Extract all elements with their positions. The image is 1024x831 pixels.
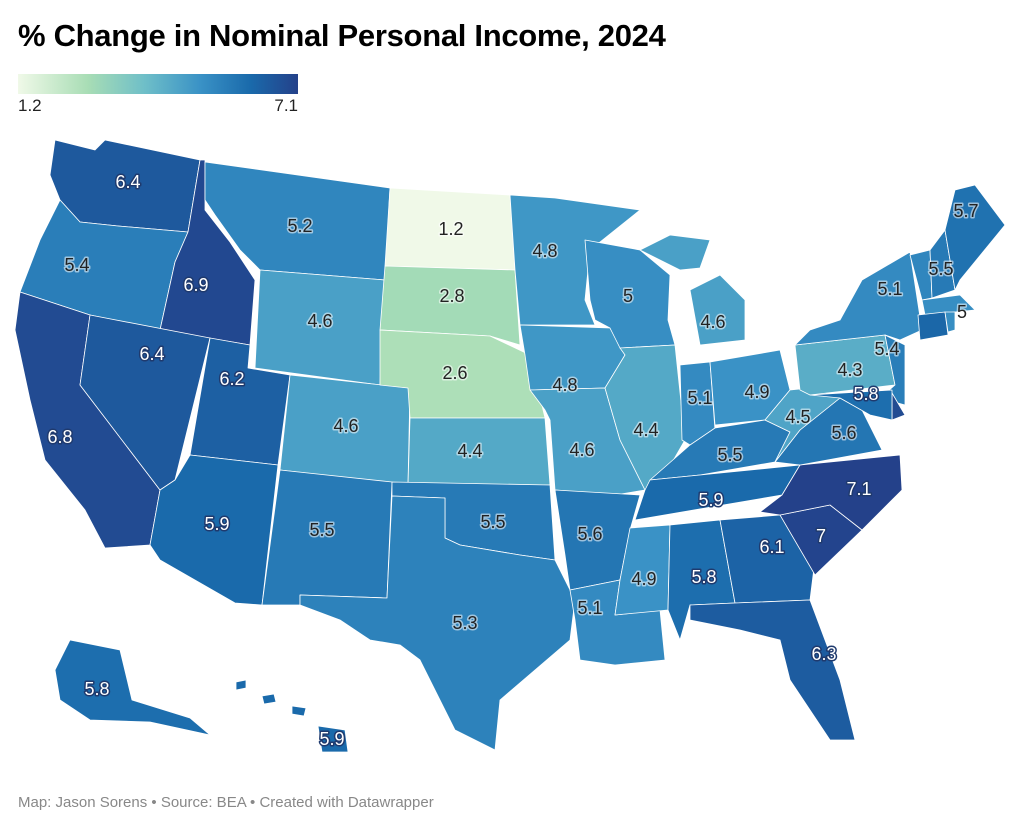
value-label-mt: 5.2 [287, 216, 312, 236]
value-label-la: 5.1 [577, 598, 602, 618]
value-label-ak: 5.8 [84, 679, 109, 699]
state-shape [719, 514, 816, 604]
legend-min-label: 1.2 [18, 96, 42, 115]
value-label-pa: 4.3 [837, 360, 862, 380]
value-label-fl: 6.3 [811, 644, 836, 664]
state-shape [261, 693, 277, 705]
legend-max-label: 7.1 [274, 96, 298, 115]
state-sd[interactable] [379, 265, 521, 346]
state-hi[interactable] [235, 679, 349, 753]
value-label-co: 4.6 [333, 416, 358, 436]
value-label-tn: 5.9 [698, 490, 723, 510]
value-label-ma: 5 [957, 302, 967, 322]
state-ny[interactable] [794, 251, 923, 346]
state-ct[interactable] [917, 311, 949, 341]
value-label-in: 5.1 [687, 388, 712, 408]
value-label-nd: 1.2 [438, 219, 463, 239]
value-label-ia: 4.8 [552, 375, 577, 395]
state-ri[interactable] [944, 311, 956, 333]
value-label-nh: 5.5 [928, 259, 953, 279]
value-label-va: 5.6 [831, 423, 856, 443]
state-me[interactable] [944, 184, 1006, 291]
us-state-map: 6.4 5.4 6.8 6.9 6.4 5.2 4.6 6.2 5.9 4.6 5.5 1.2 2.8 2… [14, 139, 1006, 753]
state-shape [809, 389, 893, 421]
value-label-ne: 2.6 [442, 363, 467, 383]
value-label-id: 6.9 [183, 275, 208, 295]
value-label-ca: 6.8 [47, 427, 72, 447]
color-legend: 1.2 7.1 [18, 74, 298, 116]
state-shape [299, 495, 576, 751]
value-label-ok: 5.5 [480, 512, 505, 532]
state-shape [291, 705, 307, 717]
value-label-ga: 6.1 [759, 537, 784, 557]
value-label-nj: 5.4 [874, 339, 899, 359]
state-mi[interactable] [639, 234, 746, 346]
state-shape [317, 725, 349, 753]
value-label-al: 5.8 [691, 567, 716, 587]
state-md[interactable] [809, 389, 893, 421]
state-wv[interactable] [764, 387, 841, 463]
map-title: % Change in Nominal Personal Income, 202… [18, 18, 666, 53]
state-shape [944, 311, 956, 333]
value-label-mn: 4.8 [532, 241, 557, 261]
value-label-oh: 4.9 [744, 382, 769, 402]
value-label-nm: 5.5 [309, 520, 334, 540]
state-shape [689, 599, 856, 741]
state-shape [379, 265, 521, 346]
state-ma[interactable] [921, 294, 976, 316]
value-label-il: 4.4 [633, 420, 658, 440]
value-label-wa: 6.4 [115, 172, 140, 192]
state-tx[interactable] [299, 495, 576, 751]
state-mn[interactable] [509, 194, 641, 326]
state-shape [639, 234, 711, 271]
value-label-wi: 5 [623, 286, 633, 306]
state-ak[interactable] [54, 639, 211, 736]
state-shape [235, 679, 247, 691]
value-label-ky: 5.5 [717, 445, 742, 465]
state-fl[interactable] [689, 599, 856, 741]
value-label-ks: 4.4 [457, 441, 482, 461]
value-label-nc: 7.1 [846, 479, 871, 499]
state-nc[interactable] [759, 454, 903, 531]
state-shape [917, 311, 949, 341]
state-shape [149, 454, 279, 606]
value-label-md: 5.8 [853, 384, 878, 404]
value-label-or: 5.4 [64, 255, 89, 275]
value-label-hi: 5.9 [319, 729, 344, 749]
legend-gradient-bar [18, 74, 298, 94]
value-label-ut: 6.2 [219, 369, 244, 389]
state-ga[interactable] [719, 514, 816, 604]
value-label-nv: 6.4 [139, 344, 164, 364]
value-label-me: 5.7 [953, 201, 978, 221]
state-az[interactable] [149, 454, 279, 606]
value-label-ny: 5.1 [877, 279, 902, 299]
value-label-az: 5.9 [204, 514, 229, 534]
state-shape [689, 274, 746, 346]
value-label-mo: 4.6 [569, 440, 594, 460]
value-label-wv: 4.5 [785, 407, 810, 427]
state-shape [764, 387, 841, 463]
value-label-sc: 7 [816, 526, 826, 546]
footer-credits: Map: Jason Sorens • Source: BEA • Create… [18, 794, 434, 811]
value-label-tx: 5.3 [452, 613, 477, 633]
value-label-ms: 4.9 [631, 569, 656, 589]
value-label-mi: 4.6 [700, 312, 725, 332]
state-shape [921, 294, 976, 316]
state-shape [509, 194, 641, 326]
state-shape [759, 454, 903, 531]
state-shape [54, 639, 211, 736]
state-shape [794, 251, 923, 346]
value-label-ar: 5.6 [577, 524, 602, 544]
value-label-sd: 2.8 [439, 286, 464, 306]
value-label-wy: 4.6 [307, 311, 332, 331]
state-shape [944, 184, 1006, 291]
